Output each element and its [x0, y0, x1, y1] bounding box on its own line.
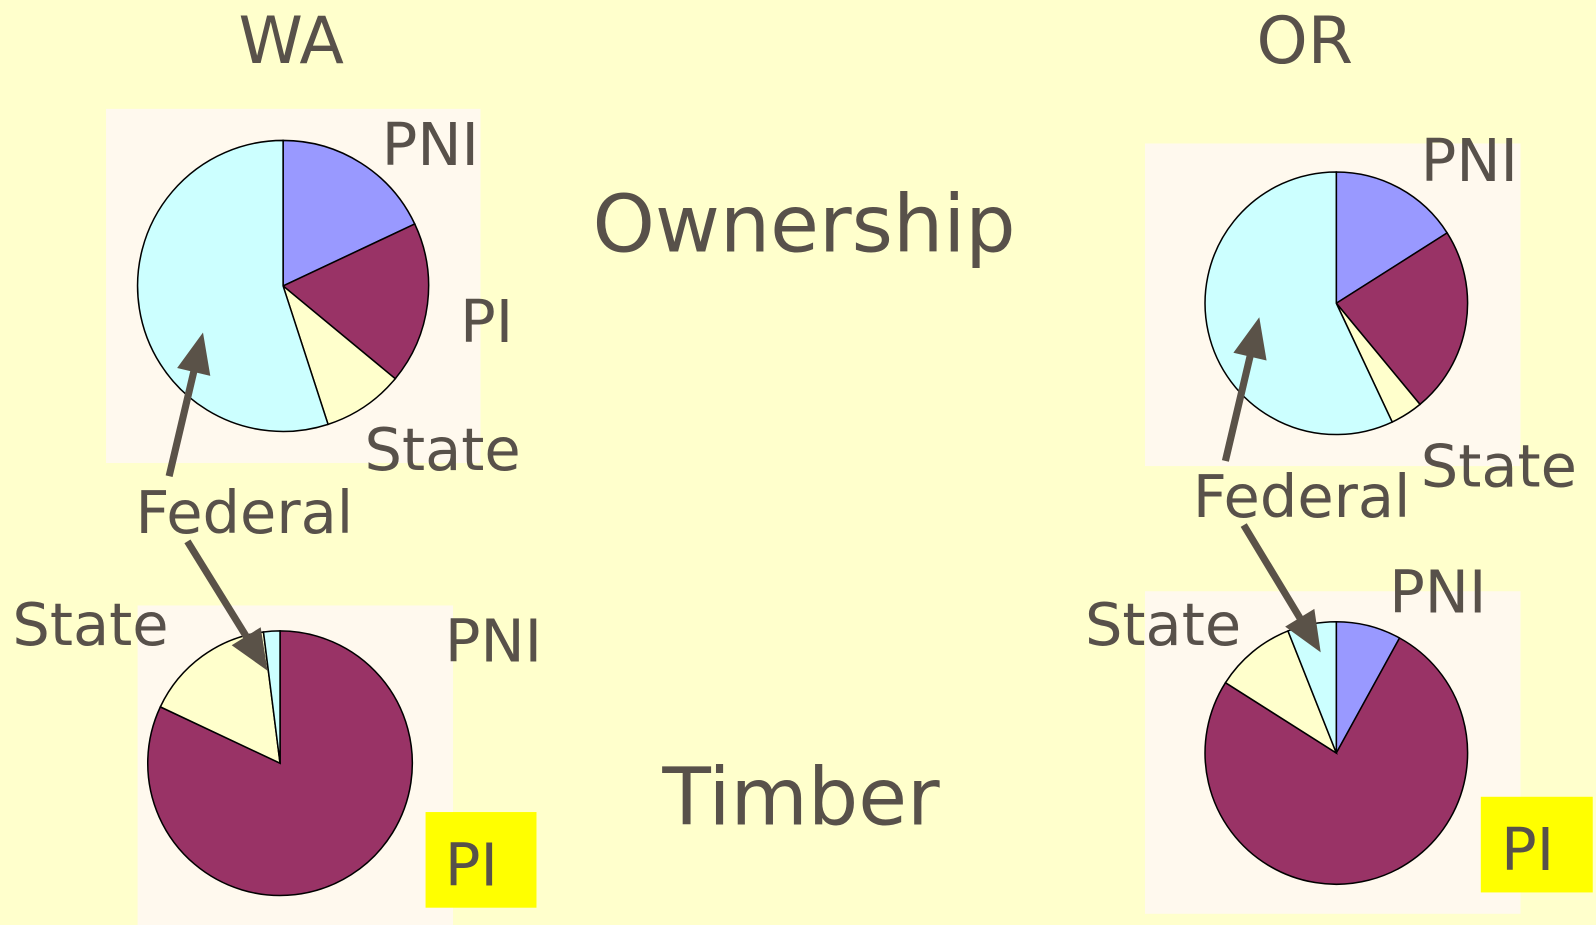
arrow-shaft [165, 370, 198, 478]
pie-slice [1224, 629, 1338, 755]
row-title: Ownership [593, 177, 1016, 270]
slice-label: PI [460, 287, 513, 356]
arrows [165, 317, 1321, 671]
slice-label: PI [445, 830, 498, 899]
slice-label: State [1085, 590, 1241, 659]
slice-label: PI [1501, 815, 1554, 884]
arrow-head [1233, 317, 1267, 361]
plots: PNIPIStateFederalPNIStateFederalPNIPISta… [12, 108, 1593, 925]
slice-label: PNI [1389, 558, 1486, 627]
pie-slice [1335, 231, 1469, 406]
column-title: WA [239, 4, 344, 79]
pie-slice [262, 630, 281, 764]
pie-slice [1335, 171, 1449, 305]
pie-slice [282, 139, 416, 288]
slice-label: Federal [1193, 462, 1411, 531]
slice-label: PNI [445, 606, 542, 675]
slice-label: State [365, 415, 521, 484]
pie-slice [281, 222, 430, 380]
arrow-head [231, 627, 268, 671]
slice-label: PNI [382, 110, 479, 179]
slice-label: State [1421, 431, 1577, 500]
row-title: Timber [661, 750, 940, 843]
slice-label: PNI [1421, 126, 1518, 195]
arrow-head [177, 332, 211, 376]
column-title: OR [1257, 4, 1354, 79]
pie-slice [1204, 636, 1469, 885]
arrow-shaft [1221, 355, 1254, 462]
slice-label: Federal [136, 478, 354, 547]
pie-chart: PNI PI State [1085, 558, 1593, 914]
pie-slice [1204, 171, 1394, 436]
arrow-head [1285, 608, 1321, 653]
slice-label: State [12, 590, 168, 659]
arrow-shaft [1240, 523, 1304, 621]
pie-slice [281, 283, 397, 426]
arrow-shaft [184, 539, 250, 639]
label-highlight [425, 812, 537, 908]
pie-chart: PNI PI State [12, 590, 542, 925]
label-highlight [1480, 796, 1593, 893]
